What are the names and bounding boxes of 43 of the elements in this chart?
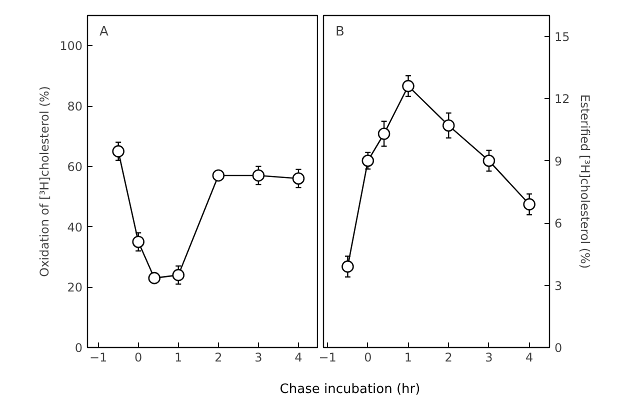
x-tick-label: 4 [294, 350, 302, 364]
x-tick-label: 4 [526, 350, 534, 364]
point [362, 154, 374, 167]
point [402, 80, 414, 92]
x-tick-label: 1 [404, 350, 412, 364]
x-tick-label: 0 [134, 350, 142, 364]
y-tick-label: 100 [60, 39, 82, 54]
y-tick-label: 80 [67, 100, 83, 114]
y-tick-label: 9 [554, 154, 562, 168]
x-tick-label: 3 [254, 350, 262, 364]
y-tick-label: 6 [554, 216, 562, 230]
point [112, 145, 124, 158]
x-tick-label: 2 [214, 350, 222, 364]
annotation: A [100, 24, 108, 40]
point [212, 169, 225, 182]
x-tick-label: 2 [444, 350, 452, 364]
y-tick-label: 0 [74, 341, 83, 355]
point [482, 154, 496, 167]
y-tick-label: 0 [554, 341, 562, 355]
point [523, 198, 536, 210]
point [292, 172, 305, 185]
point [378, 128, 390, 140]
y-tick-label: 20 [67, 280, 83, 295]
point [442, 119, 455, 132]
point [172, 268, 185, 282]
annotation: B [336, 24, 344, 40]
x-axis-title: Chase incubation (hr) [280, 381, 420, 399]
y-tick-label: 3 [554, 278, 562, 293]
y-tick-label: 60 [67, 160, 83, 174]
point [148, 272, 161, 284]
x-tick-label: −1 [318, 350, 336, 364]
x-tick-label: 3 [485, 350, 493, 364]
point [252, 169, 265, 182]
y-tick-label: 15 [554, 30, 570, 44]
y-axis-title: Esterified [³H]cholesterol (%) [578, 94, 592, 269]
x-tick-label: −1 [89, 350, 108, 364]
x-tick-label: 0 [364, 350, 372, 364]
y-tick-label: 40 [67, 220, 83, 234]
y-axis-title: Oxidation of [³H]cholesterol (%) [38, 86, 52, 277]
point [132, 236, 144, 248]
x-tick-label: 1 [174, 350, 182, 364]
y-tick-label: 12 [554, 92, 570, 106]
point [342, 260, 354, 273]
